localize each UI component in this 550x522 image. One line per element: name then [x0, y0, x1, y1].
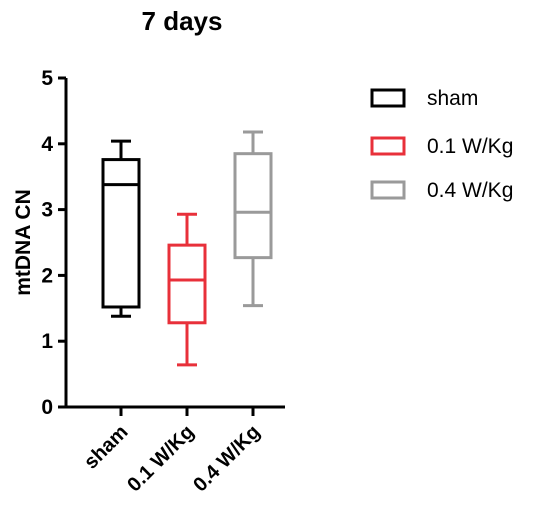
x-tick-label: 0.1 W/Kg: [123, 421, 198, 496]
legend-label: 0.1 W/Kg: [427, 135, 513, 158]
legend: sham 0.1 W/Kg 0.4 W/Kg: [370, 87, 513, 202]
legend-swatch: [370, 136, 406, 156]
y-tick-label: 2: [41, 264, 53, 287]
legend-label: sham: [427, 87, 478, 110]
chart-title: 7 days: [142, 6, 223, 36]
x-tick-label: sham: [80, 421, 133, 474]
box-0-4-w-kg: [233, 130, 273, 308]
legend-item: 0.4 W/Kg: [370, 179, 513, 202]
plot-area: [101, 130, 273, 367]
x-tick-label: 0.4 W/Kg: [189, 421, 264, 496]
box-iqr: [233, 152, 273, 260]
box-0-1-w-kg: [167, 212, 207, 367]
legend-item: 0.1 W/Kg: [370, 135, 513, 158]
legend-item: sham: [370, 87, 478, 110]
legend-label: 0.4 W/Kg: [427, 179, 513, 202]
y-tick-label: 0: [41, 396, 53, 419]
y-tick-label: 1: [41, 330, 53, 353]
y-axis-label: mtDNA CN: [12, 189, 35, 296]
legend-swatch: [370, 180, 406, 200]
box-iqr: [101, 158, 141, 309]
box-sham: [101, 139, 141, 318]
box-iqr: [167, 243, 207, 325]
y-tick-label: 3: [41, 199, 53, 222]
legend-swatch: [370, 88, 406, 108]
y-tick-label: 5: [41, 67, 53, 90]
y-tick-label: 4: [41, 133, 53, 156]
